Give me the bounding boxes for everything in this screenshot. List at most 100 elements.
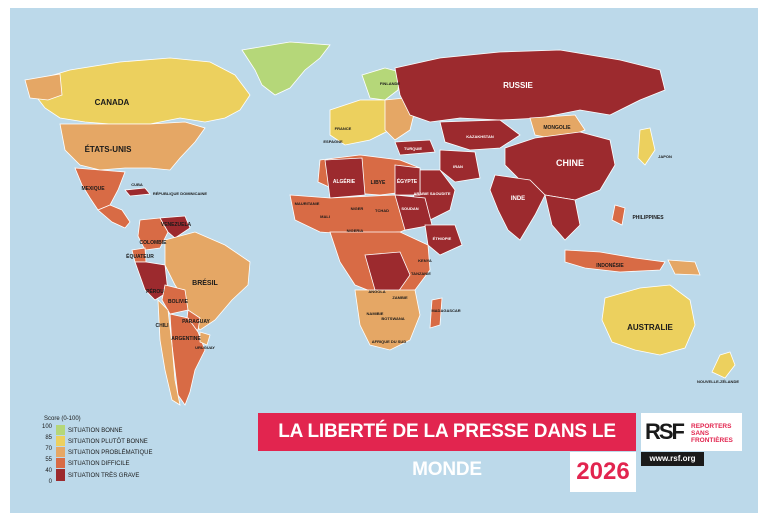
legend-tick: 0 (49, 479, 53, 485)
country-turquie[interactable] (394, 139, 436, 156)
legend-tick: 55 (45, 457, 52, 463)
label-soudan: SOUDAN (401, 206, 418, 211)
label-argentine: ARGENTINE (171, 336, 201, 342)
label-japon: JAPON (658, 154, 672, 159)
label-nz: NOUVELLE-ZÉLANDE (697, 379, 739, 384)
label-botswana: BOTSWANA (381, 316, 404, 321)
country-madagascar[interactable] (429, 297, 443, 329)
label-uruguay: URUGUAY (195, 345, 215, 350)
label-chine: CHINE (556, 158, 584, 168)
country-kazakhstan[interactable] (439, 119, 521, 151)
legend-swatch-plutot-bonne (56, 436, 65, 446)
label-kazakhstan: KAZAKHSTAN (466, 134, 494, 139)
rsf-logo-mark: RSF (645, 419, 685, 444)
country-ethiopie[interactable] (424, 224, 463, 256)
country-scandinavia[interactable] (361, 67, 401, 101)
country-greenland[interactable] (241, 41, 331, 96)
legend-swatch-difficile (56, 458, 65, 468)
country-algerie[interactable] (324, 157, 366, 199)
country-southern-africa[interactable] (354, 289, 421, 351)
legend-swatch-tres-grave (56, 469, 65, 481)
label-nigeria: NIGERIA (347, 228, 364, 233)
label-kenya: KENYA (418, 258, 432, 263)
label-australie: AUSTRALIE (627, 323, 673, 332)
country-iran[interactable] (439, 149, 481, 183)
label-mauritanie: MAURITANIE (295, 201, 320, 206)
country-alaska[interactable] (24, 73, 63, 101)
label-cuba: CUBA (131, 182, 143, 187)
country-russie[interactable] (394, 49, 666, 123)
label-venezuela: VENEZUELA (161, 222, 192, 228)
label-perou: PÉROU (146, 287, 164, 295)
label-angola: ANGOLA (368, 289, 385, 294)
label-paraguay: PARAGUAY (182, 319, 210, 325)
label-inde: INDE (511, 196, 525, 202)
legend-label-bonne: SITUATION BONNE (68, 428, 123, 434)
country-cuba[interactable] (124, 187, 151, 197)
country-canada[interactable] (29, 57, 251, 125)
label-madagascar: MADAGASCAR (431, 308, 460, 313)
label-indonesie: INDONÉSIE (596, 261, 624, 269)
label-arabie: ARABIE SAOUDITE (413, 191, 450, 196)
label-rep-dom: RÉPUBLIQUE DOMINICAINE (153, 191, 208, 196)
legend-tick: 85 (45, 435, 52, 441)
label-ethiopie: ÉTHIOPIE (433, 236, 452, 241)
legend-label-tres-grave: SITUATION TRÈS GRAVE (68, 472, 139, 479)
country-png[interactable] (667, 259, 701, 276)
country-rdc[interactable] (364, 251, 411, 293)
label-tchad: TCHAD (375, 208, 389, 213)
label-turquie: TURQUIE (404, 146, 422, 151)
country-venezuela[interactable] (159, 215, 191, 239)
label-usa: ÉTATS-UNIS (85, 145, 132, 154)
label-algerie: ALGÉRIE (333, 177, 356, 185)
legend-title: Score (0-100) (44, 416, 81, 422)
label-bresil: BRÉSIL (192, 278, 218, 287)
country-chili[interactable] (157, 298, 181, 406)
country-usa[interactable] (59, 121, 206, 171)
legend-label-difficile: SITUATION DIFFICILE (68, 461, 130, 467)
label-mali: MALI (320, 214, 330, 219)
label-iran: IRAN (453, 164, 463, 169)
legend-label-problematique: SITUATION PROBLÉMATIQUE (68, 449, 152, 456)
country-bolivie[interactable] (161, 284, 189, 315)
legend-label-plutot-bonne: SITUATION PLUTÔT BONNE (68, 438, 148, 445)
map-year: 2026 (570, 452, 636, 492)
label-chili: CHILI (155, 323, 169, 329)
label-philippines: PHILIPPINES (632, 215, 664, 221)
country-egypte[interactable] (394, 164, 421, 196)
rsf-url-link[interactable]: www.rsf.org (641, 452, 704, 466)
label-colombie: COLOMBIE (140, 240, 168, 246)
legend-swatch-problematique (56, 447, 65, 457)
label-mexique: MEXIQUE (81, 186, 105, 192)
label-canada: CANADA (95, 98, 130, 107)
label-namibie: NAMIBIE (367, 311, 384, 316)
legend: Score (0-100) 100 85 70 55 40 0 SITUATIO… (42, 416, 152, 485)
legend-tick: 100 (42, 424, 53, 430)
label-libye: LIBYE (371, 180, 386, 186)
country-argentine[interactable] (169, 313, 206, 406)
legend-tick: 40 (45, 468, 52, 474)
country-nz[interactable] (711, 351, 736, 379)
country-japon[interactable] (637, 127, 656, 166)
country-inde[interactable] (489, 174, 546, 241)
label-bolivie: BOLIVIE (168, 299, 189, 305)
label-france: FRANCE (335, 126, 352, 131)
country-philippines[interactable] (611, 204, 626, 226)
country-se-asia[interactable] (544, 194, 581, 241)
country-central-america[interactable] (97, 204, 131, 229)
country-uruguay[interactable] (199, 331, 211, 346)
legend-tick: 70 (45, 446, 52, 452)
map-title: LA LIBERTÉ DE LA PRESSE DANS LE MONDE (258, 413, 636, 480)
rsf-logo-name: REPORTERS SANS FRONTIÈRES (691, 423, 733, 444)
country-indonesie[interactable] (564, 249, 666, 273)
label-tanzanie: TANZANIE (411, 271, 431, 276)
country-bresil[interactable] (164, 231, 251, 331)
label-zambie: ZAMBIE (392, 295, 408, 300)
label-egypte: ÉGYPTE (397, 177, 418, 185)
label-espagne: ESPAGNE (323, 139, 343, 144)
label-afrique-sud: AFRIQUE DU SUD (372, 339, 407, 344)
country-australie[interactable] (601, 284, 696, 356)
label-equateur: ÉQUATEUR (126, 252, 154, 260)
label-mongolie: MONGOLIE (543, 125, 571, 131)
rsf-logo[interactable]: RSF REPORTERS SANS FRONTIÈRES (641, 413, 742, 451)
